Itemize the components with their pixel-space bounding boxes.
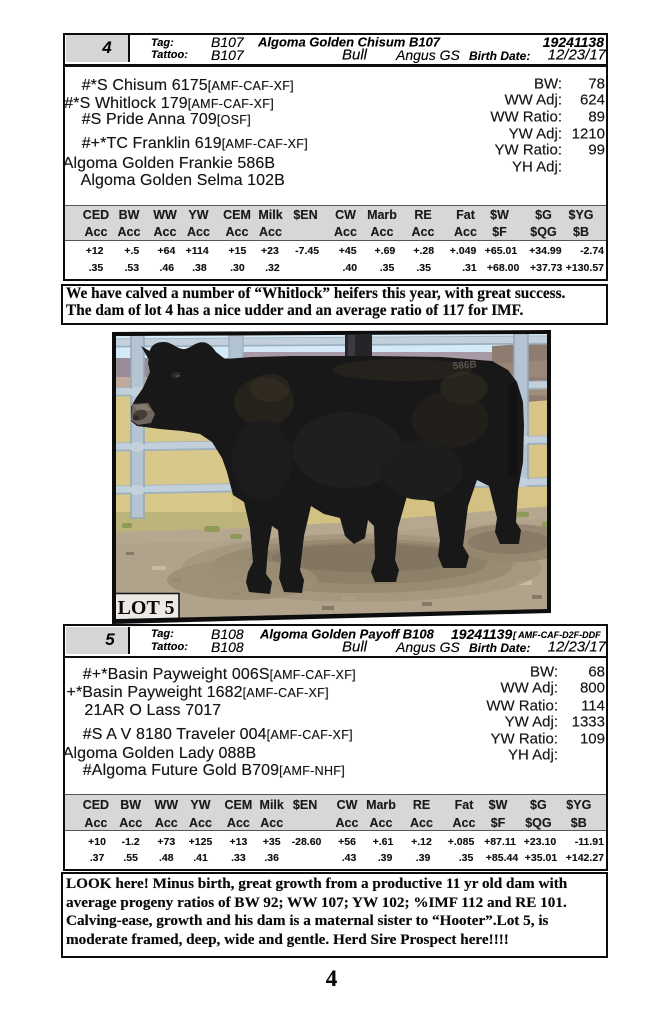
svg-text:586B: 586B <box>452 359 477 372</box>
svg-text:LOT 5: LOT 5 <box>118 597 175 619</box>
